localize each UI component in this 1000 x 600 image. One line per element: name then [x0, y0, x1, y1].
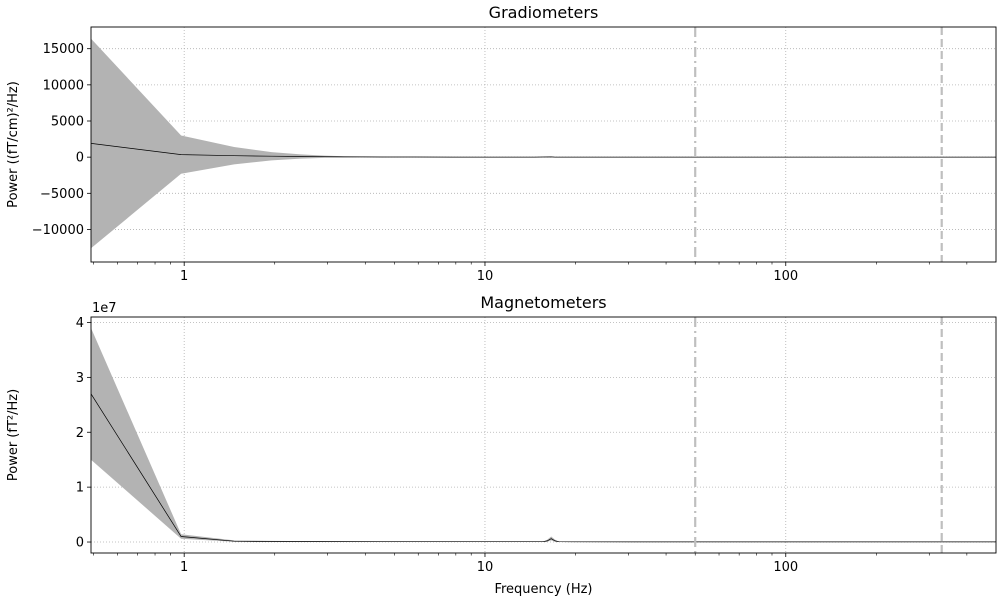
y-tick-label: 3 [76, 371, 84, 386]
panel-1: 1 10 100 0 1 2 3 4 Magnetometers Power (fT²/Hz) Fr… [6, 293, 997, 597]
y-axis-label: Power (fT²/Hz) [6, 389, 21, 481]
data-layer [91, 27, 996, 262]
y-tick-label: −5000 [40, 187, 84, 202]
std-band [91, 328, 996, 542]
x-tick-label: 100 [773, 269, 798, 284]
x-axis-label: Frequency (Hz) [494, 582, 592, 597]
axes-frame [90, 26, 997, 263]
panel-0: 1 10 100 −10000 −5000 0 5000 10000 15000 Gradiome… [6, 3, 997, 284]
panel-title: Gradiometers [489, 3, 599, 22]
y-tick-label: 10000 [43, 78, 84, 93]
y-tick-label: 0 [76, 536, 84, 551]
x-tick-label: 100 [773, 560, 798, 575]
y-tick-label: −10000 [32, 223, 84, 238]
axes-frame [90, 316, 997, 554]
x-tick-label: 10 [477, 560, 494, 575]
y-axis-label: Power ((fT/cm)²/Hz) [6, 81, 21, 208]
std-band [91, 38, 996, 249]
mean-line [91, 143, 996, 158]
y-tick-label: 15000 [43, 42, 84, 57]
y-tick-label: 0 [76, 151, 84, 166]
x-tick-label: 1 [180, 560, 188, 575]
x-tick-label: 1 [180, 269, 188, 284]
y-offset-label: 1e7 [92, 301, 117, 316]
x-tick-label: 10 [477, 269, 494, 284]
y-tick-label: 4 [76, 316, 84, 331]
y-tick-label: 5000 [51, 115, 84, 130]
y-tick-label: 1 [76, 481, 84, 496]
panel-title: Magnetometers [480, 293, 606, 312]
data-layer [91, 317, 996, 553]
mean-line [91, 393, 996, 543]
y-tick-label: 2 [76, 426, 84, 441]
